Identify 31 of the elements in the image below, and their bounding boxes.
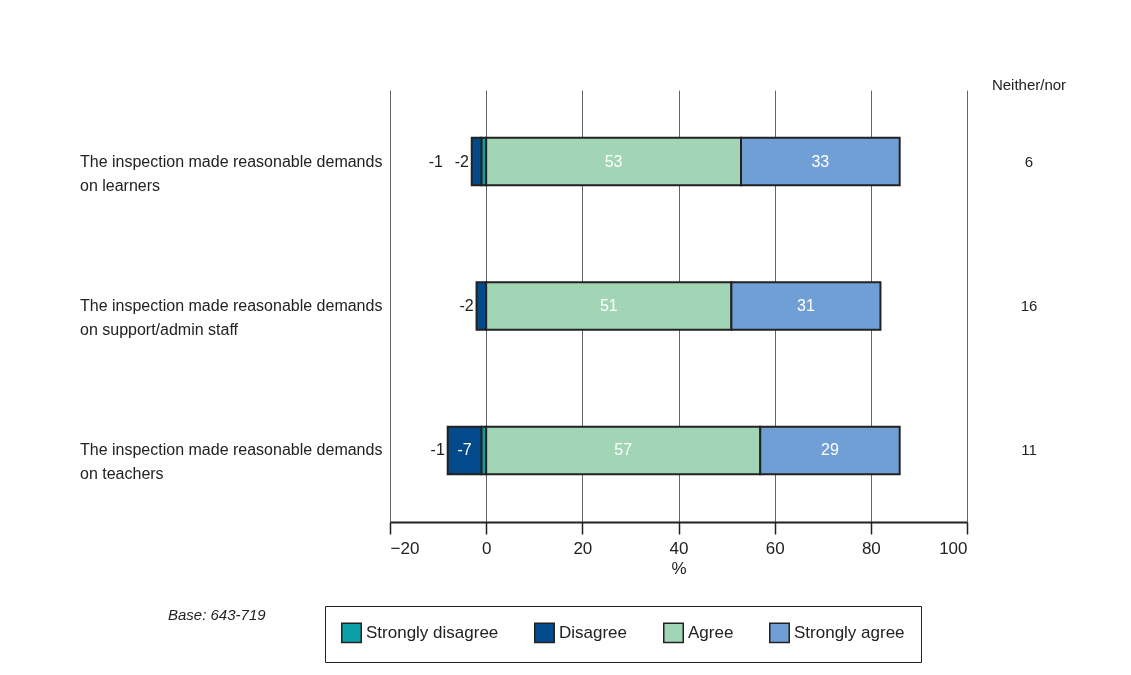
x-tick-label: 40 [669, 538, 689, 558]
data-label: 31 [797, 297, 815, 314]
data-label: 53 [604, 152, 623, 170]
x-tick-label: 60 [765, 538, 785, 558]
x-axis-title: % [671, 558, 687, 578]
data-label: 51 [599, 297, 618, 314]
x-tick-label: 20 [573, 538, 593, 558]
text: 6 [1024, 152, 1034, 170]
x-tick-label: 0 [481, 538, 492, 558]
legend-label: Disagree [559, 622, 628, 642]
y-tick-label: The inspection made reasonable demands on support/admin staff [80, 297, 383, 338]
legend-label: Strongly agree [794, 622, 905, 642]
text: 16 [1020, 297, 1038, 314]
data-label: -1 [428, 152, 443, 170]
data-label: 29 [821, 441, 839, 459]
data-label: -1 [430, 441, 445, 459]
y-tick-label: The inspection made reasonable demands on learners [80, 152, 383, 194]
x-tick-label: 80 [861, 538, 881, 558]
text: 11 [1021, 441, 1037, 459]
legend-label: Strongly disagree [366, 622, 499, 642]
legend-label: Agree [688, 622, 734, 642]
data-label: -2 [459, 297, 474, 314]
data-label: 57 [614, 441, 633, 459]
x-tick-label: 100 [939, 538, 968, 558]
data-label: -7 [457, 441, 472, 459]
text: Neither/nor [991, 76, 1067, 93]
data-label: -2 [454, 152, 469, 170]
y-tick-label: The inspection made reasonable demands on teachers [80, 441, 383, 483]
text: Base: 643-719 [168, 606, 267, 623]
x-tick-label: −20 [390, 538, 420, 558]
data-label: 33 [811, 152, 830, 170]
